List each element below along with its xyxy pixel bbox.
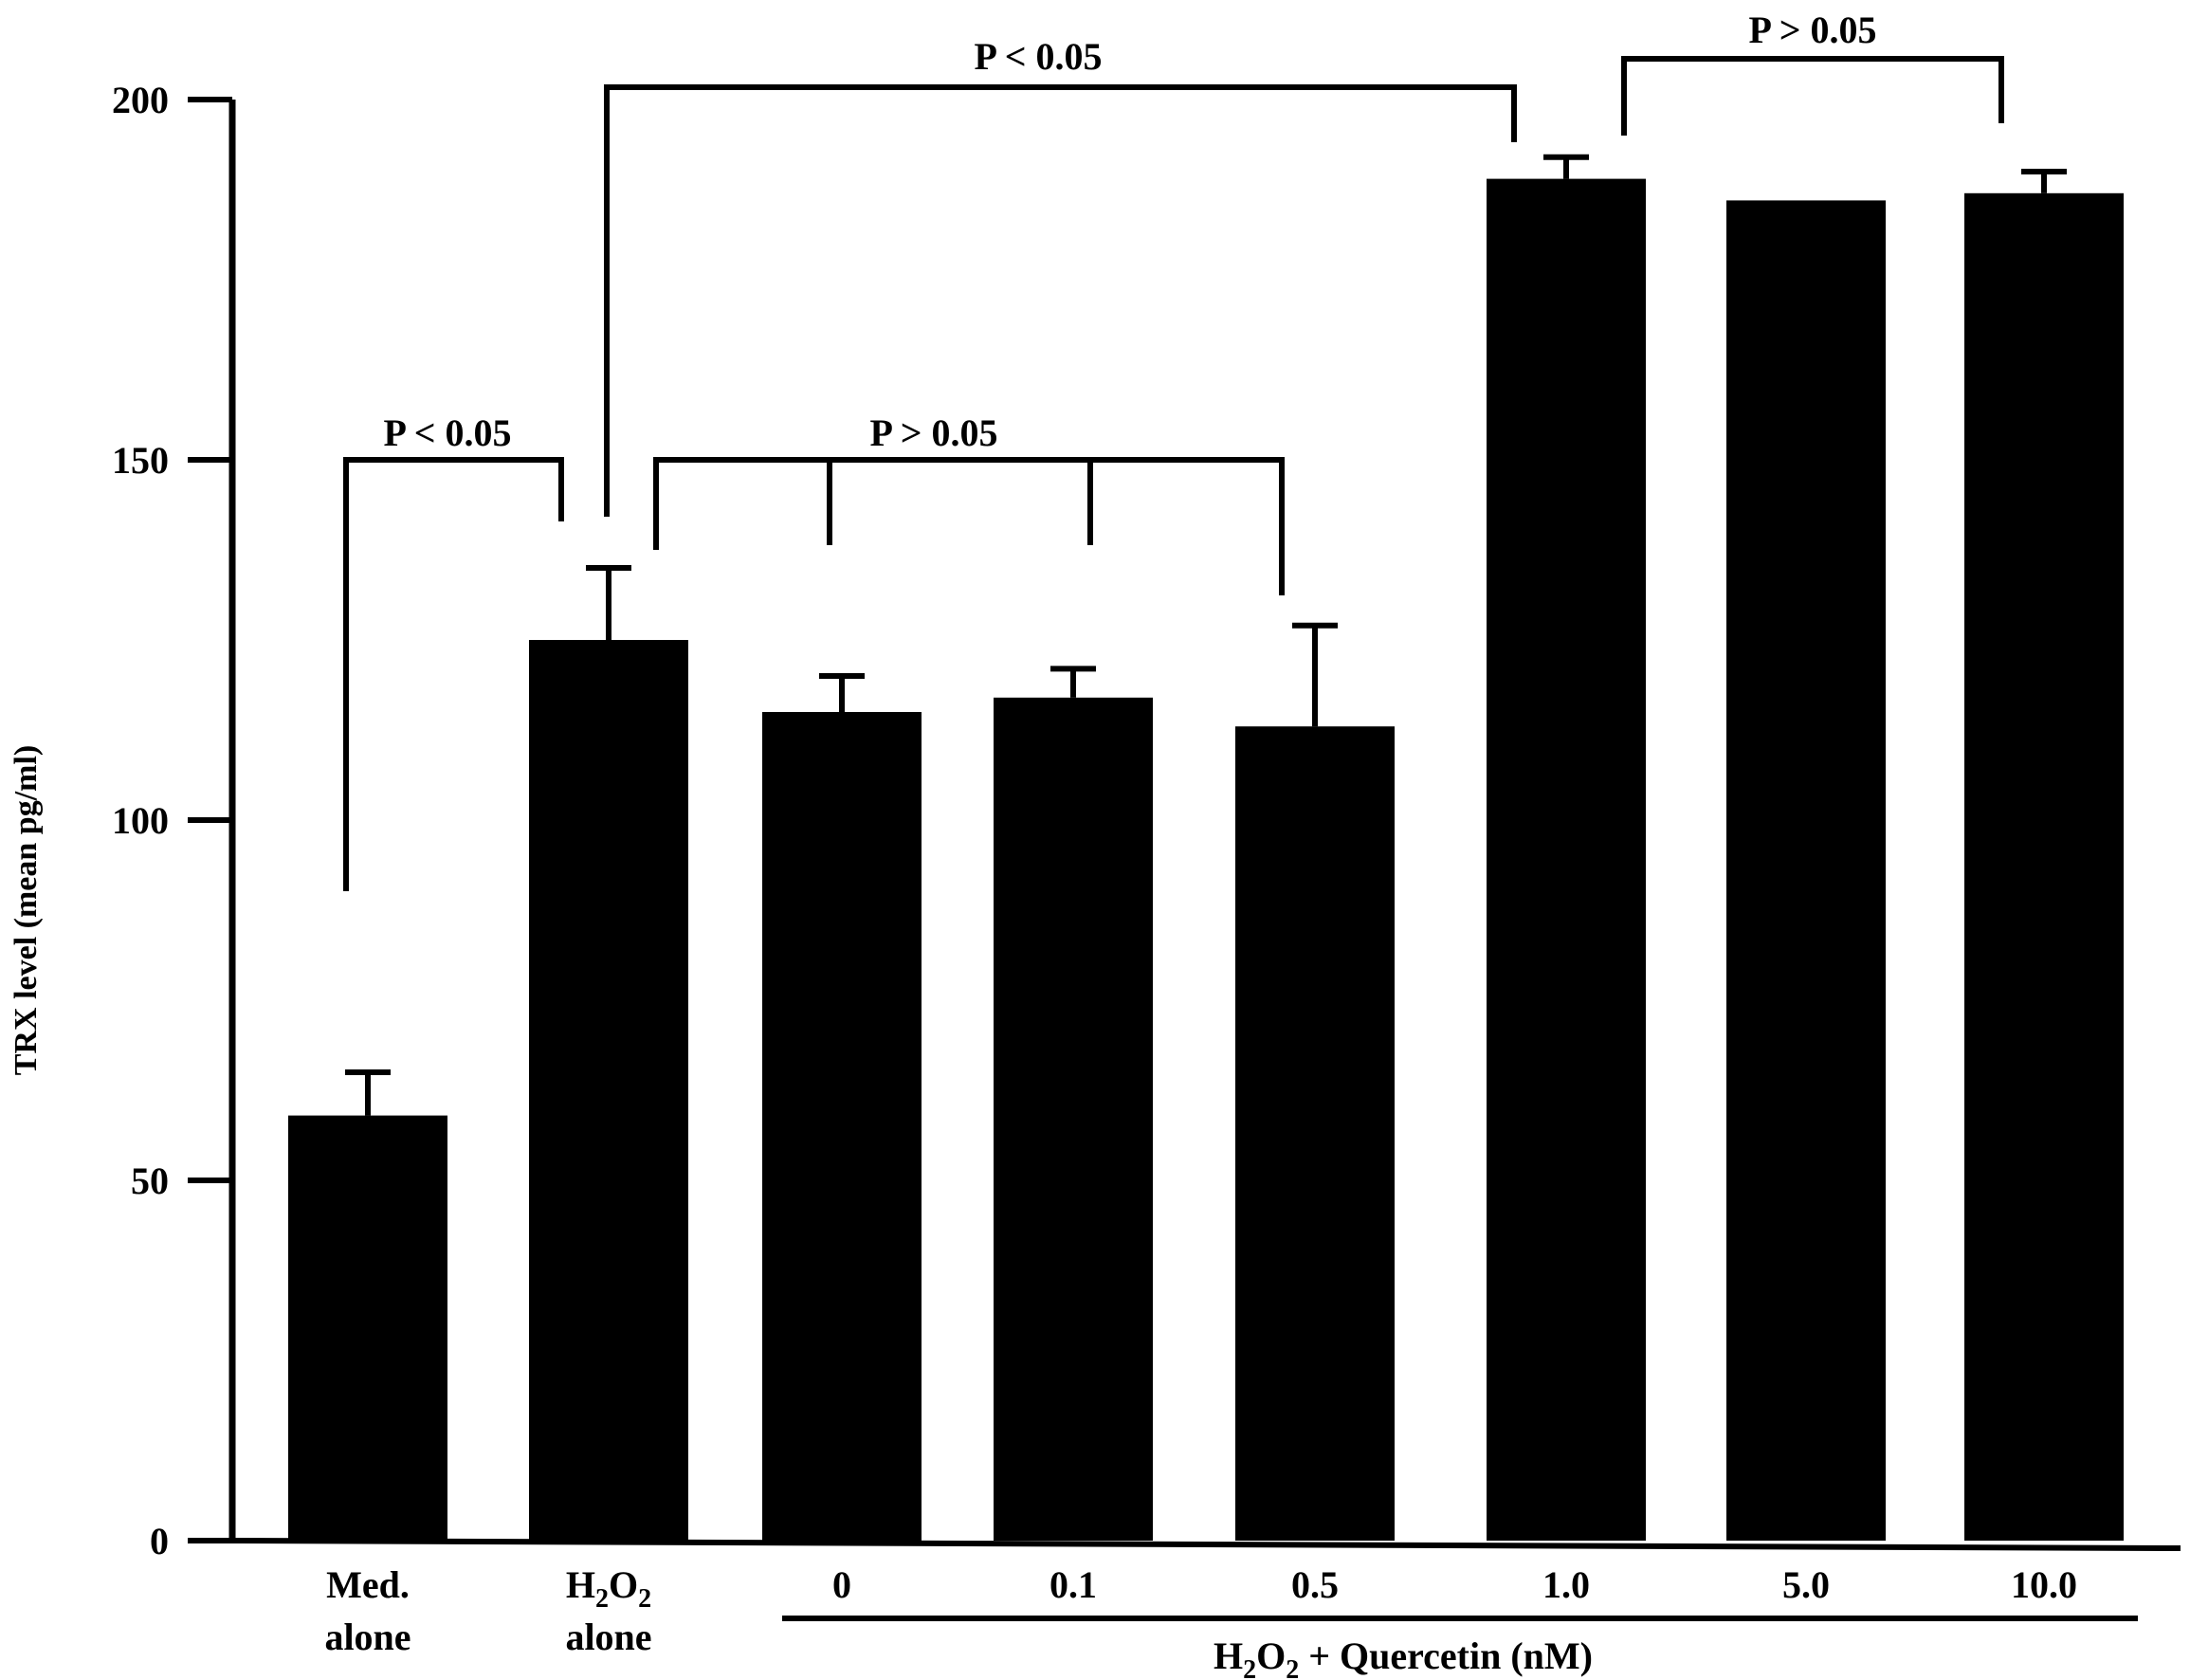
category-label-line2: alone [324, 1616, 411, 1658]
x-axis-line [228, 1538, 2181, 1551]
category-label: Med. [326, 1563, 410, 1606]
category-label: 0 [832, 1563, 851, 1606]
significance-bracket [343, 457, 564, 891]
bar [762, 712, 922, 1541]
error-bars [345, 154, 2067, 1116]
bar [1487, 178, 1646, 1542]
significance-brackets: P < 0.05 P > 0.05 P < 0.05 P > 0.05 [343, 9, 2004, 891]
axes: 0 50 100 150 200 [112, 79, 2181, 1562]
y-axis-label: TRX level (mean pg/ml) [9, 745, 44, 1075]
bar [1726, 200, 1886, 1541]
bar [1235, 726, 1395, 1541]
significance-bracket [1621, 56, 2004, 136]
bar [288, 1115, 447, 1541]
significance-bracket [653, 457, 1285, 595]
bar [994, 697, 1153, 1541]
bar [1964, 192, 2124, 1541]
category-label: 1.0 [1542, 1563, 1590, 1606]
category-label: 10.0 [2011, 1563, 2077, 1606]
y-tick-label: 0 [150, 1520, 169, 1562]
significance-label: P > 0.05 [869, 411, 997, 454]
bar [529, 640, 688, 1541]
y-tick-label: 50 [131, 1160, 169, 1202]
category-label: 0.5 [1291, 1563, 1339, 1606]
category-label: 0.1 [1049, 1563, 1097, 1606]
significance-label: P < 0.05 [383, 411, 511, 454]
category-label-line2: alone [565, 1616, 651, 1658]
significance-label: P < 0.05 [974, 35, 1102, 78]
category-label: 5.0 [1782, 1563, 1830, 1606]
category-label: H2O2 [566, 1563, 651, 1614]
significance-bracket [604, 84, 1517, 517]
y-tick-label: 150 [112, 439, 169, 482]
bars [288, 178, 2124, 1542]
significance-label: P > 0.05 [1748, 9, 1876, 51]
group-label: H2O2 + Quercetin (nM) [1214, 1634, 1593, 1680]
y-tick-label: 200 [112, 79, 169, 121]
y-tick-label: 100 [112, 799, 169, 842]
